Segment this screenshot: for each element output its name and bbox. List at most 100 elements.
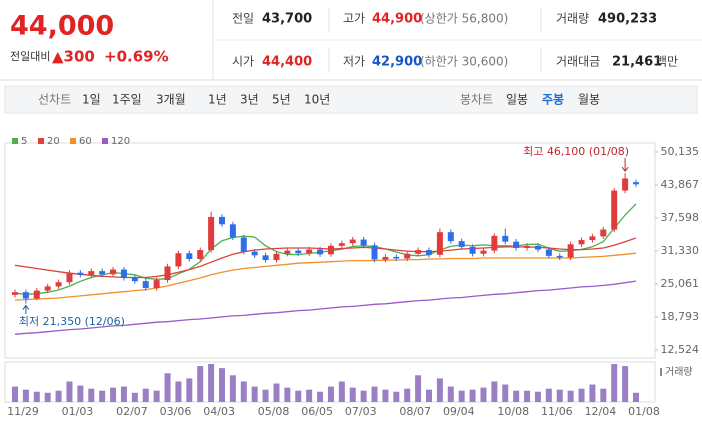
candle-body [436, 232, 443, 255]
volume-bar [480, 387, 487, 402]
volume-bar [33, 391, 40, 402]
toolbar-label: 봉차트 [460, 93, 493, 107]
y-tick-label: 12,524 [661, 343, 700, 356]
candle-body [12, 292, 18, 295]
x-tick-label: 02/07 [116, 405, 148, 418]
volume-bar [197, 366, 204, 402]
period-button[interactable]: 월봉 [578, 93, 600, 107]
volume-bar [393, 391, 400, 402]
volume-bar [327, 386, 334, 402]
x-tick-label: 01/08 [628, 405, 660, 418]
period-button[interactable]: 3개월 [156, 93, 186, 107]
x-tick-label: 11/29 [7, 405, 39, 418]
annotation: 최저 21,350 (12/06) [19, 315, 125, 328]
legend-swatch [70, 138, 76, 144]
candle-body [186, 253, 193, 260]
period-button[interactable]: 일봉 [506, 93, 528, 107]
volume-bar [88, 388, 95, 402]
period-button[interactable]: 1주일 [112, 93, 142, 107]
x-tick-label: 11/06 [541, 405, 573, 418]
volume-bar [382, 389, 389, 402]
volume-bar [415, 375, 422, 402]
candle-body [589, 236, 596, 241]
candle-body [229, 224, 236, 238]
annotation: 최고 46,100 (01/08) [523, 145, 629, 158]
candle-body [273, 253, 280, 261]
stat-value: 44,900 [372, 12, 422, 27]
candle-body [295, 250, 302, 254]
candle-body [513, 241, 520, 248]
stat-label: 고가 [343, 12, 365, 26]
ma-line [14, 203, 637, 295]
candle-body [480, 250, 487, 254]
stat-unit: 백만 [656, 55, 678, 69]
period-button[interactable]: 주봉 [542, 93, 564, 107]
volume-bar [502, 384, 509, 402]
period-button[interactable]: 1일 [82, 93, 101, 107]
volume-bar [229, 375, 236, 402]
volume-bar [578, 388, 585, 402]
stat-value: 42,900 [372, 55, 422, 70]
volume-bar [349, 387, 356, 402]
candle-body [66, 272, 73, 283]
volume-bar [295, 390, 302, 402]
candle-body [415, 250, 422, 254]
candle-body [338, 243, 345, 246]
period-button[interactable]: 10년 [304, 93, 330, 107]
toolbar [4, 85, 698, 114]
annotation-arrow [22, 304, 30, 314]
candle-body [393, 256, 400, 259]
volume-bar [251, 386, 258, 402]
volume-bar [600, 388, 607, 402]
y-tick-label: 37,598 [661, 211, 700, 224]
volume-bar [633, 392, 639, 402]
candle-body [262, 255, 269, 261]
candle-body [22, 292, 29, 299]
y-tick-label: 43,867 [661, 178, 700, 191]
volume-bar [110, 387, 117, 402]
change-pct: +0.69% [104, 48, 169, 66]
volume-bar [22, 389, 29, 402]
x-tick-label: 09/04 [443, 405, 475, 418]
volume-bar [458, 390, 465, 402]
volume-bar [534, 391, 541, 402]
volume-bar [131, 392, 138, 402]
stat-value: 44,400 [262, 55, 312, 70]
volume-bar [142, 388, 149, 402]
x-tick-label: 04/03 [203, 405, 235, 418]
volume-bar [556, 389, 563, 402]
candle-body [556, 255, 563, 258]
candle-body [447, 232, 454, 242]
candle-body [110, 269, 117, 275]
candle-body [44, 286, 51, 291]
volume-bar [622, 366, 629, 402]
volume-bar [120, 386, 127, 402]
candle-body [578, 240, 585, 245]
legend-label: 20 [47, 136, 60, 147]
x-tick-label: 06/05 [301, 405, 333, 418]
candle-body [142, 281, 149, 288]
candle-body [524, 245, 531, 248]
period-button[interactable]: 1년 [208, 93, 227, 107]
candle-body [208, 216, 215, 251]
volume-bar [175, 381, 182, 402]
candle-body [99, 271, 106, 275]
ma-line [14, 237, 637, 279]
stat-value: 490,233 [598, 12, 657, 27]
legend-label: 60 [79, 136, 92, 147]
stat-value: 21,461 [612, 55, 662, 70]
volume-swatch [660, 368, 662, 376]
volume-bar [186, 378, 193, 402]
candle-body [360, 239, 367, 246]
period-button[interactable]: 3년 [240, 93, 259, 107]
period-button[interactable]: 5년 [272, 93, 291, 107]
candle-body [327, 245, 334, 255]
candle-body [567, 244, 574, 258]
volume-bar [219, 368, 225, 402]
volume-bar [284, 387, 291, 402]
volume-bar [589, 384, 596, 402]
volume-bar [273, 383, 280, 402]
x-tick-label: 12/04 [585, 405, 617, 418]
stat-label: 거래량 [556, 12, 589, 26]
volume-bar [371, 386, 378, 402]
